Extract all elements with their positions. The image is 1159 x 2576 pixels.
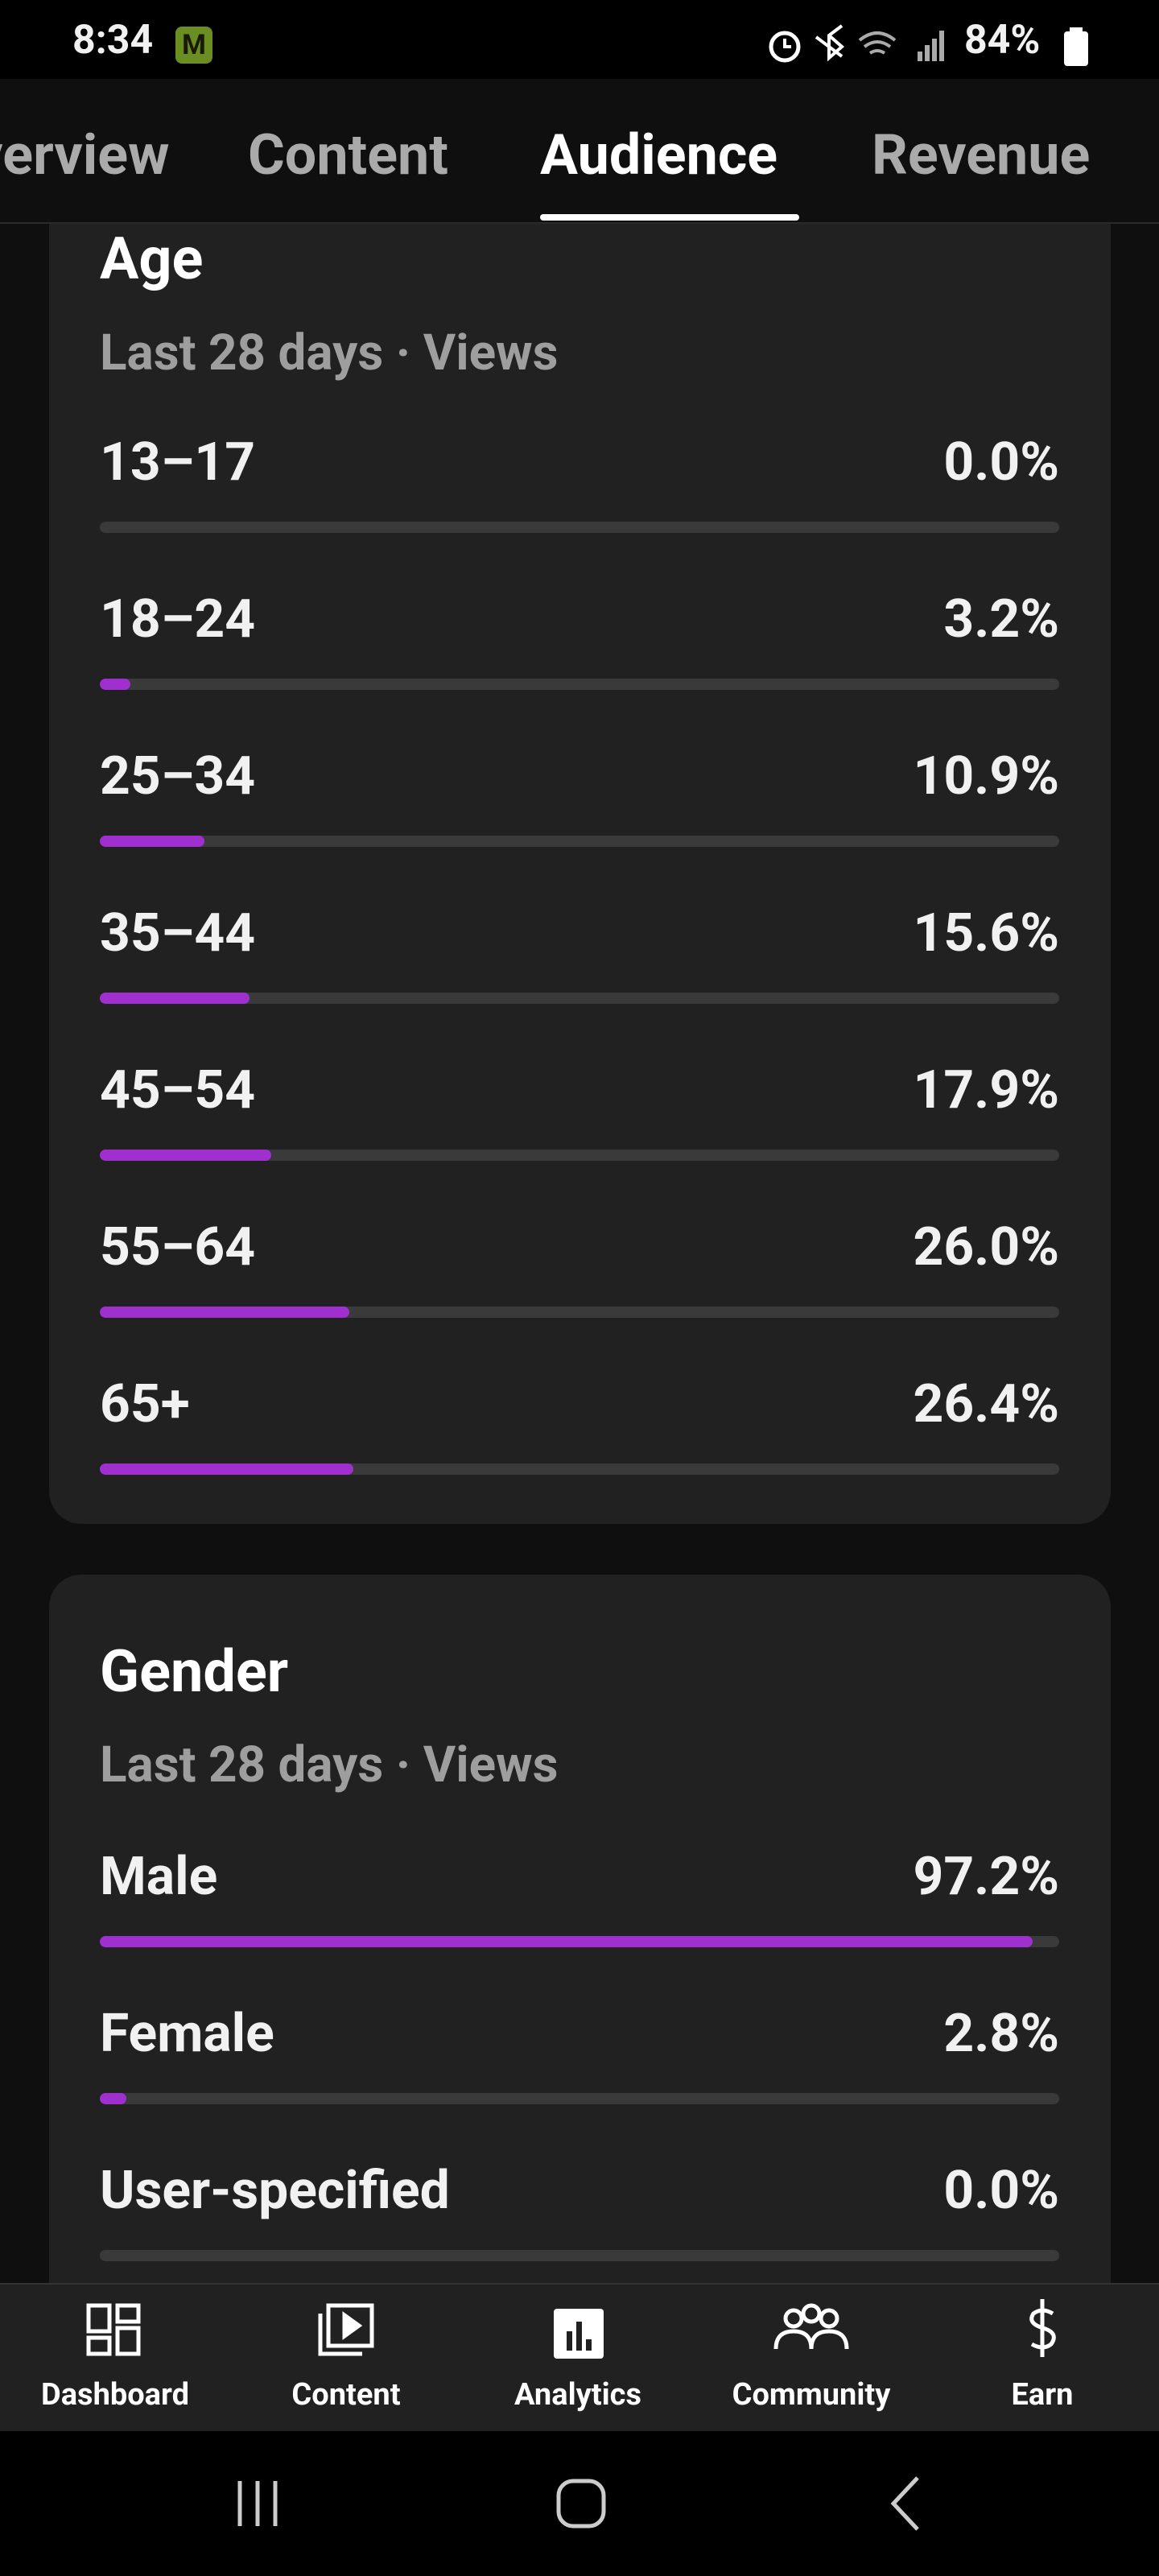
system-nav: [0, 2431, 1159, 2576]
bar: [100, 1463, 353, 1475]
row-value: 17.9%: [913, 1059, 1059, 1121]
bar: [100, 836, 204, 847]
bar: [100, 2093, 127, 2104]
section-title: Age: [100, 225, 204, 293]
bottom-nav: Dashboard Content Analytics Community Earn: [0, 2283, 1159, 2433]
tab-active[interactable]: Audience: [540, 122, 778, 188]
notification-badge: M: [175, 27, 212, 64]
nav-item[interactable]: Earn: [1011, 2377, 1074, 2413]
nav-item[interactable]: Analytics: [514, 2377, 641, 2413]
row-label: Male: [100, 1846, 218, 1908]
bar: [100, 1150, 272, 1161]
tab[interactable]: Overview: [0, 122, 170, 188]
section-title: Gender: [100, 1637, 289, 1706]
row-value: 26.4%: [913, 1373, 1059, 1435]
status-bar: 8:34 M 84%: [0, 0, 1159, 79]
battery-icon: [1064, 27, 1088, 66]
bar: [100, 1936, 1033, 1947]
row-label: 18–24: [100, 588, 256, 650]
battery-level: 84%: [964, 17, 1041, 64]
content-area: Age Last 28 days · Views 13–17 0.0% 18–24 3.2…: [0, 224, 1159, 2283]
bar-track: [100, 522, 1059, 533]
section-subtitle: Last 28 days · Views: [100, 1736, 559, 1794]
tab-indicator: [540, 214, 799, 221]
nav-item[interactable]: Community: [732, 2377, 891, 2413]
row-value: 97.2%: [913, 1846, 1059, 1908]
age-card: [49, 224, 1111, 1524]
row-value: 0.0%: [943, 2160, 1059, 2222]
clock: 8:34: [72, 17, 154, 64]
row-value: 0.0%: [943, 431, 1059, 493]
row-value: 2.8%: [943, 2003, 1059, 2065]
row-value: 10.9%: [913, 745, 1059, 807]
tab-bar: Overview Content Audience Revenue: [0, 79, 1159, 224]
row-value: 3.2%: [943, 588, 1059, 650]
row-label: 25–34: [100, 745, 256, 807]
bar-track: [100, 836, 1059, 847]
bar-track: [100, 1307, 1059, 1318]
system-nav-icons: [237, 2476, 919, 2531]
tab[interactable]: Revenue: [872, 122, 1091, 188]
nav-item[interactable]: Dashboard: [41, 2377, 189, 2413]
bar: [100, 679, 131, 690]
row-label: Female: [100, 2003, 274, 2065]
bar: [100, 993, 250, 1004]
bar-track: [100, 1936, 1059, 1947]
row-label: 35–44: [100, 902, 256, 964]
row-value: 26.0%: [913, 1216, 1059, 1278]
gender-card: [49, 1575, 1111, 2283]
bar: [100, 1307, 349, 1318]
row-label: 13–17: [100, 431, 256, 493]
bar-track: [100, 2250, 1059, 2261]
row-value: 15.6%: [913, 902, 1059, 964]
nav-item[interactable]: Content: [291, 2377, 401, 2413]
bar-track: [100, 993, 1059, 1004]
bar-track: [100, 1150, 1059, 1161]
row-label: User-specified: [100, 2160, 450, 2222]
nav-icons: [86, 2299, 1056, 2359]
tab[interactable]: Content: [248, 122, 448, 188]
row-label: 65+: [100, 1373, 190, 1435]
bar-track: [100, 1463, 1059, 1475]
section-subtitle: Last 28 days · Views: [100, 324, 559, 382]
row-label: 55–64: [100, 1216, 256, 1278]
bar-track: [100, 2093, 1059, 2104]
row-label: 45–54: [100, 1059, 256, 1121]
bar-track: [100, 679, 1059, 690]
status-icons: [769, 24, 944, 63]
